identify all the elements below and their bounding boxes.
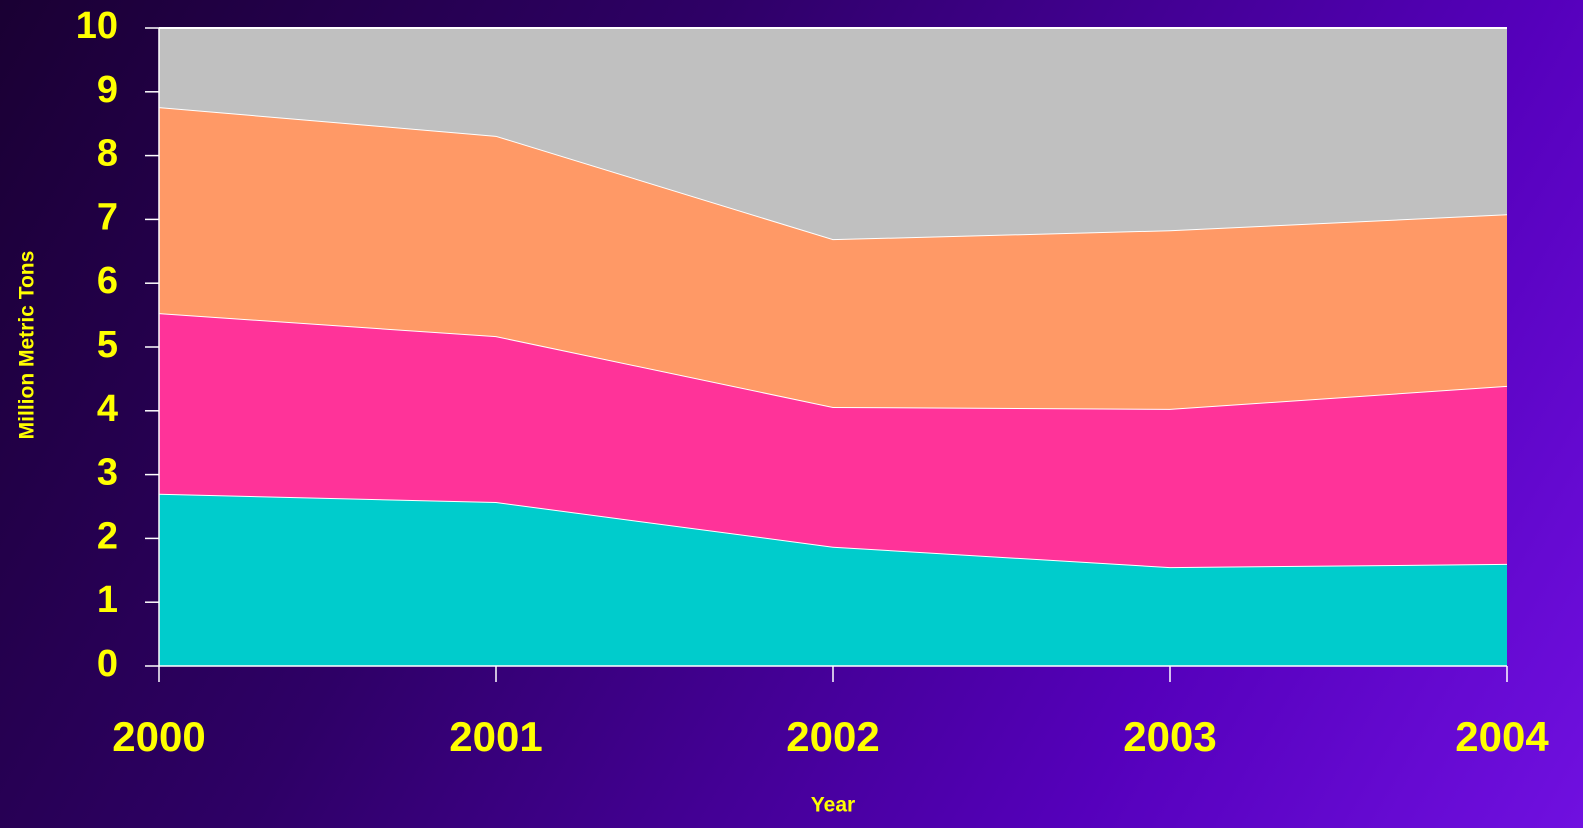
x-tick-label: 2001 bbox=[449, 713, 542, 760]
x-tick-label: 2003 bbox=[1123, 713, 1216, 760]
area bbox=[159, 313, 1507, 568]
x-tick-label: 2004 bbox=[1455, 713, 1549, 760]
x-axis-label: Year bbox=[811, 794, 855, 817]
y-tick-label: 4 bbox=[97, 388, 118, 430]
y-tick-label: 5 bbox=[97, 324, 118, 366]
y-tick-label: 6 bbox=[97, 260, 118, 302]
y-tick-label: 7 bbox=[97, 196, 118, 238]
y-tick-label: 1 bbox=[97, 579, 118, 621]
area bbox=[159, 107, 1507, 409]
y-axis-label: Million Metric Tons bbox=[16, 251, 39, 440]
x-tick-label: 2002 bbox=[786, 713, 879, 760]
y-tick-label: 9 bbox=[97, 69, 118, 111]
y-tick-label: 3 bbox=[97, 452, 118, 494]
y-tick-label: 8 bbox=[97, 133, 118, 175]
x-tick-label: 2000 bbox=[112, 713, 205, 760]
y-tick-label: 10 bbox=[76, 5, 118, 47]
area bbox=[159, 493, 1507, 666]
y-tick-label: 0 bbox=[97, 643, 118, 685]
area bbox=[159, 28, 1507, 240]
y-tick-label: 2 bbox=[97, 515, 118, 557]
